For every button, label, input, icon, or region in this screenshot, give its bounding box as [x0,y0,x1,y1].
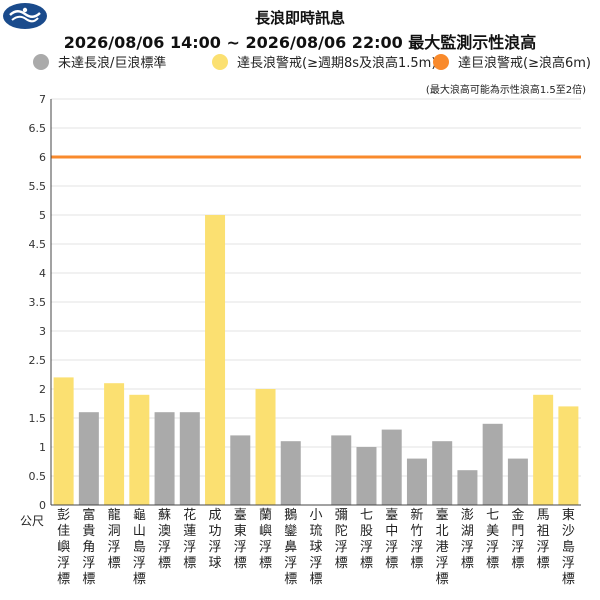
x-tick-label: 澎湖浮標 [460,508,474,571]
legend-swatch-orange [433,53,449,70]
bar [104,383,125,505]
chart-subtitle: 2026/08/06 14:00 ~ 2026/08/06 22:00 最大監測… [63,33,537,52]
x-tick-label: 富貴角浮標 [82,508,96,587]
bar [78,412,99,505]
x-tick-label: 花蓮浮標 [183,508,197,571]
y-tick-label: 0 [39,499,46,512]
bar [381,429,402,505]
bar [331,435,352,505]
x-tick-label: 新竹浮標 [410,508,424,571]
bar [406,458,427,505]
x-tick-label: 成功浮球 [208,508,222,571]
x-tick-label: 七股浮標 [359,508,373,571]
y-tick-label: 2.5 [29,354,47,367]
x-tick-label: 馬祖浮標 [536,508,550,571]
y-tick-label: 6.5 [29,122,47,135]
bar [154,412,175,505]
x-tick-label: 彌陀浮標 [334,508,348,571]
bar [482,423,503,505]
legend-swatch-gray [33,53,49,70]
y-tick-label: 7 [39,93,46,106]
legend-item-swell-warning: 達長浪警戒(≥週期8s及浪高1.5m) [212,52,436,71]
y-tick-label: 6 [39,151,46,164]
bar [230,435,251,505]
x-tick-label: 臺東浮標 [233,508,247,571]
y-tick-label: 4 [39,267,46,280]
bar [255,389,276,505]
legend-item-normal: 未達長浪/巨浪標準 [33,52,166,71]
bar [457,470,478,505]
legend-label: 未達長浪/巨浪標準 [58,56,167,71]
y-tick-label: 5.5 [29,180,47,193]
x-tick-label: 蘇澳浮標 [158,508,172,571]
y-tick-label: 0.5 [29,470,47,483]
bar [53,377,74,505]
y-tick-label: 4.5 [29,238,47,251]
y-tick-label: 3.5 [29,296,47,309]
x-tick-label: 金門浮標 [511,508,525,571]
y-axis-unit-label: 公尺 [20,514,45,528]
legend-label: 達長浪警戒(≥週期8s及浪高1.5m) [237,56,437,71]
bar [356,447,377,505]
bar [205,215,226,505]
chart-legend: 未達長浪/巨浪標準 達長浪警戒(≥週期8s及浪高1.5m) 達巨浪警戒(≥浪高6… [0,52,600,74]
bar [507,458,528,505]
y-tick-label: 1 [39,441,46,454]
x-tick-label: 臺北港浮標 [435,508,449,587]
bar [179,412,200,505]
y-tick-label: 5 [39,209,46,222]
legend-label: 達巨浪警戒(≥浪高6m) [458,56,591,71]
legend-swatch-yellow [212,53,228,70]
y-tick-label: 3 [39,325,46,338]
y-tick-label: 1.5 [29,412,47,425]
bar [533,394,554,505]
x-tick-label: 鵝鑾鼻浮標 [284,508,298,587]
x-tick-label: 彭佳嶼浮標 [57,508,71,587]
x-tick-label: 蘭嶼浮標 [259,508,273,571]
x-tick-label: 小琉球浮標 [309,508,323,587]
x-tick-label: 東沙島浮標 [561,508,575,587]
bar [432,441,453,505]
cwa-logo-icon [3,3,47,29]
page-title: 長浪即時訊息 [254,9,345,27]
x-tick-label: 臺中浮標 [385,508,399,571]
bar [280,441,301,505]
bar [129,394,150,505]
y-tick-label: 2 [39,383,46,396]
bar [558,406,579,505]
chart-note: (最大浪高可能為示性浪高1.5至2倍) [425,85,586,96]
x-tick-label: 龍洞浮標 [107,508,121,571]
x-tick-label: 龜山島浮標 [132,508,146,587]
legend-item-high-wave-warning: 達巨浪警戒(≥浪高6m) [433,52,591,71]
x-tick-label: 七美浮標 [486,508,500,571]
